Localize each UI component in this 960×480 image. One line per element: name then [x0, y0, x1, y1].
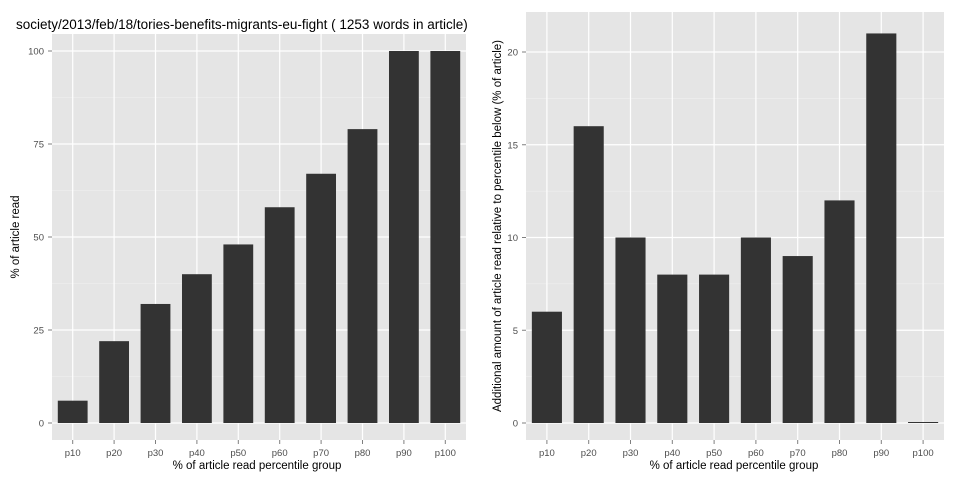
x-tick-label: p10 [65, 448, 81, 459]
x-tick-label: p30 [148, 448, 164, 459]
y-tick-label: 100 [28, 47, 44, 58]
x-tick-label: p80 [832, 448, 848, 459]
bar-p50 [223, 244, 254, 423]
x-tick-label: p20 [106, 448, 122, 459]
x-axis-title-right: % of article read percentile group [650, 460, 819, 472]
bar-p10 [57, 400, 88, 423]
bar-p90 [388, 51, 419, 423]
bar-p20 [573, 126, 604, 423]
x-tick-label: p40 [189, 448, 205, 459]
bar-p100 [430, 51, 461, 423]
x-ticks-left: p10 p20 p30 p40 p50 p60 p70 p80 p90 p100 [65, 440, 456, 459]
bar-p60 [740, 237, 771, 423]
bar-p30 [140, 303, 171, 423]
x-tick-label: p30 [623, 448, 639, 459]
x-tick-label: p100 [435, 448, 456, 459]
chart-title-left: society/2013/feb/18/tories-benefits-migr… [16, 17, 468, 32]
bar-p40 [657, 274, 688, 423]
y-axis-title-right: Additional amount of article read relati… [492, 40, 504, 412]
x-tick-label: p90 [873, 448, 889, 459]
y-ticks-right: 0 5 10 15 20 [507, 48, 526, 430]
x-tick-label: p70 [790, 448, 806, 459]
y-tick-label: 15 [507, 140, 518, 151]
bar-p10 [531, 311, 562, 423]
x-tick-label: p10 [539, 448, 555, 459]
x-tick-label: p60 [748, 448, 764, 459]
bar-p60 [264, 207, 295, 423]
y-ticks-left: 0 25 50 75 100 [28, 47, 52, 430]
bar-p70 [306, 173, 337, 423]
y-tick-label: 0 [39, 419, 44, 430]
bar-p100 [908, 422, 939, 423]
x-tick-label: p90 [396, 448, 412, 459]
x-tick-label: p50 [230, 448, 246, 459]
bar-p80 [824, 200, 855, 423]
y-tick-label: 75 [33, 140, 44, 151]
chart-right: 0 5 10 15 20 p10 p20 p30 p40 p50 p60 p70 p80 p90 p100… [492, 12, 944, 472]
y-tick-label: 5 [513, 326, 518, 337]
x-ticks-right: p10 p20 p30 p40 p50 p60 p70 p80 p90 p100 [539, 440, 934, 459]
y-tick-label: 10 [507, 233, 518, 244]
bar-p90 [866, 33, 897, 423]
bar-p70 [782, 256, 813, 423]
bar-p50 [699, 274, 730, 423]
x-tick-label: p20 [581, 448, 597, 459]
y-tick-label: 25 [33, 326, 44, 337]
y-tick-label: 20 [507, 48, 518, 59]
x-tick-label: p60 [272, 448, 288, 459]
bar-p30 [615, 237, 646, 423]
y-tick-label: 0 [513, 419, 518, 430]
bar-p40 [181, 274, 212, 423]
bar-p20 [99, 341, 130, 423]
y-axis-title-left: % of article read [10, 195, 22, 278]
x-tick-label: p80 [355, 448, 371, 459]
x-axis-title-left: % of article read percentile group [173, 460, 342, 472]
x-tick-label: p70 [313, 448, 329, 459]
bar-p80 [347, 129, 378, 423]
x-tick-label: p50 [706, 448, 722, 459]
x-tick-label: p100 [913, 448, 934, 459]
y-tick-label: 50 [33, 233, 44, 244]
x-tick-label: p40 [664, 448, 680, 459]
bars-left [57, 51, 461, 423]
bars-right [531, 33, 939, 423]
